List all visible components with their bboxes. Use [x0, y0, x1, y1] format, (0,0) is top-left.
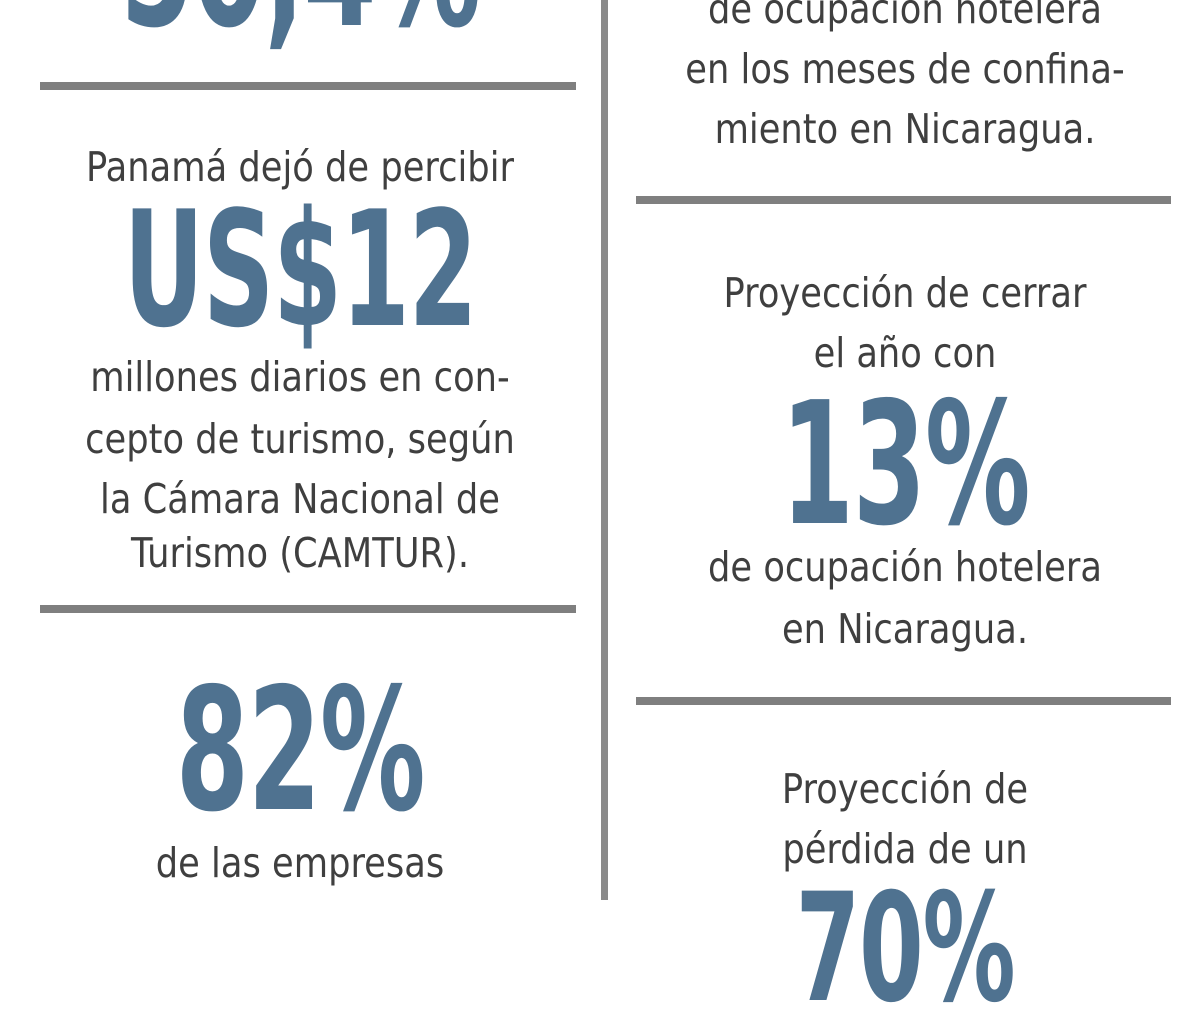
right-rule-1: [636, 196, 1171, 204]
left-column: 50,4% Panamá dejó de percibir US$12 mill…: [0, 0, 600, 900]
panama-stat-value: US$12: [123, 176, 478, 363]
panama-line-3: la Cámara Nacional de: [100, 475, 500, 523]
cierre-line-2: en Nicaragua.: [781, 605, 1029, 653]
perdida-stat-value: 70%: [795, 862, 1016, 1036]
perdida-intro-line-2: pérdida de un: [782, 825, 1028, 873]
cierre-line-1: de ocupación hotelera: [708, 543, 1102, 591]
panama-line-1: millones diarios en con-: [90, 353, 510, 401]
left-rule-1: [40, 82, 576, 90]
cierre-intro-line-1: Proyección de cerrar: [723, 269, 1087, 317]
confinamiento-line-3: miento en Nicaragua.: [714, 105, 1096, 153]
confinamiento-line-2: en los meses de confina-: [685, 45, 1125, 93]
panama-line-4: Turismo (CAMTUR).: [130, 529, 470, 577]
right-rule-2: [636, 697, 1171, 705]
empresas-line-1: de las empresas: [155, 839, 445, 887]
perdida-intro-line-1: Proyección de: [781, 765, 1029, 813]
right-column: de ocupación hotelera en los meses de co…: [610, 0, 1200, 1024]
column-divider: [601, 0, 608, 900]
top-stat-value: 50,4%: [114, 0, 486, 52]
panama-line-2: cepto de turismo, según: [85, 415, 515, 463]
confinamiento-line-1: de ocupación hotelera: [708, 0, 1102, 33]
left-rule-2: [40, 605, 576, 613]
cierre-intro-line-2: el año con: [813, 329, 997, 377]
cierre-stat-value: 13%: [780, 366, 1031, 564]
empresas-stat-value: 82%: [175, 652, 426, 850]
panama-intro: Panamá dejó de percibir: [85, 143, 514, 191]
